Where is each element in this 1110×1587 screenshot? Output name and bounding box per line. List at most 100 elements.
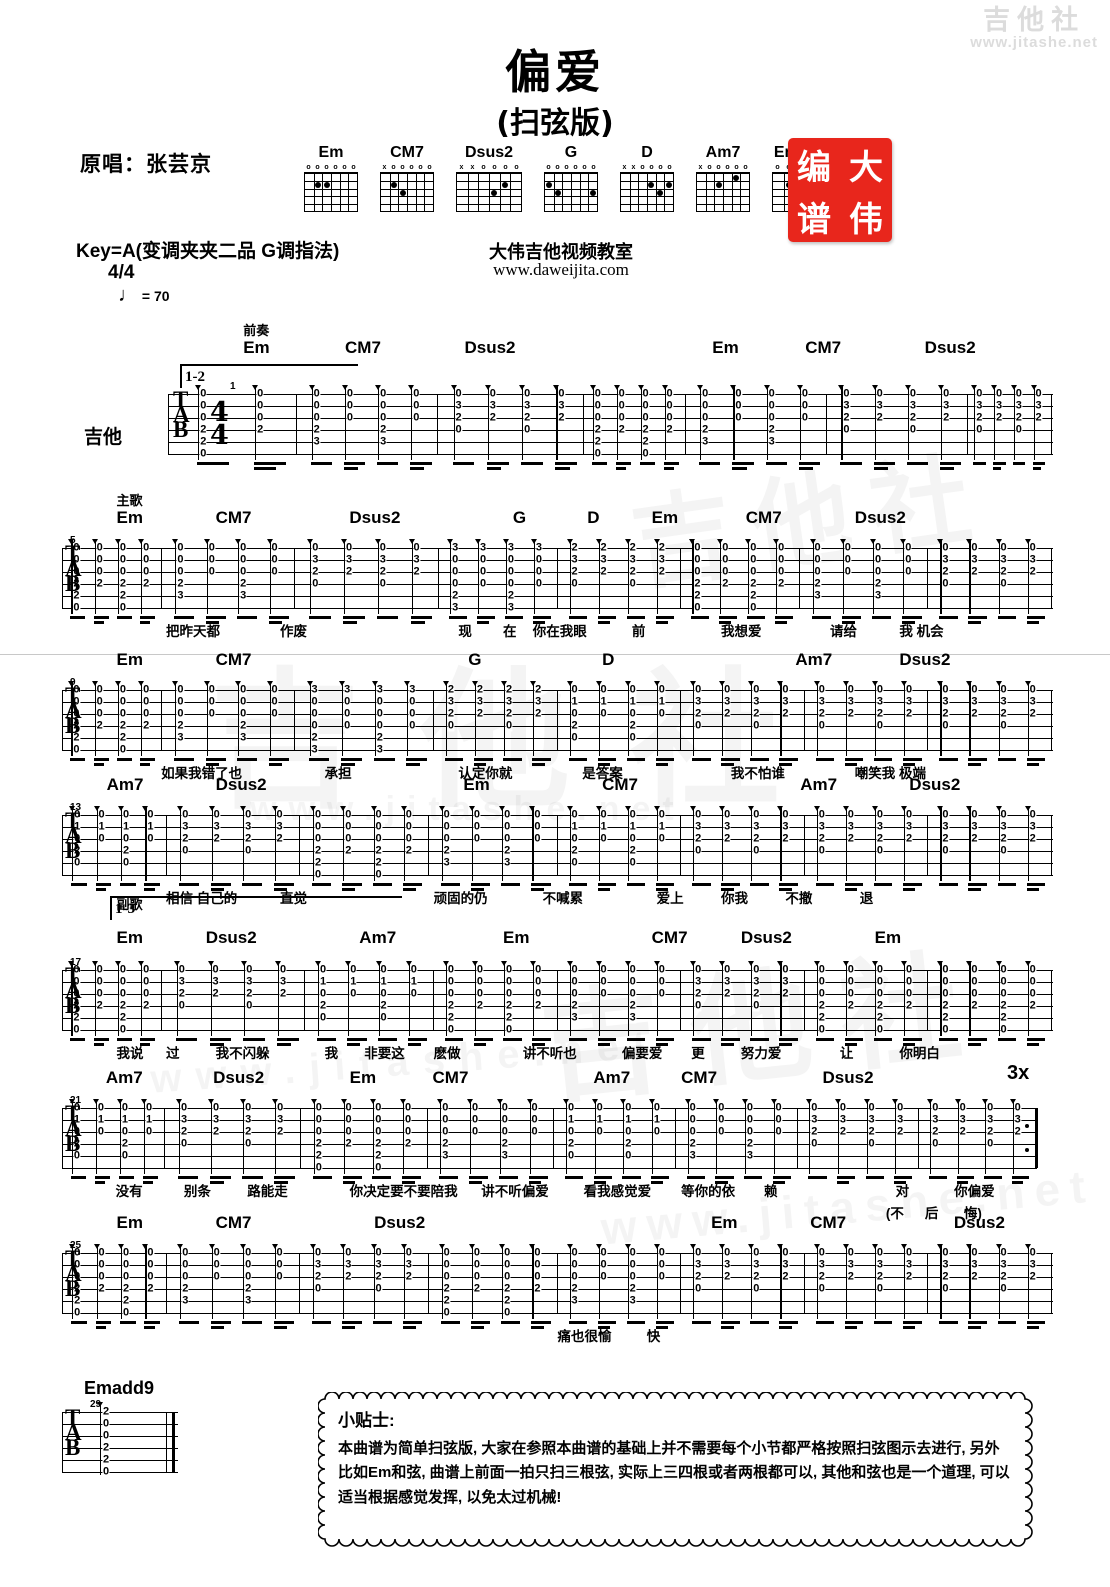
tab-number: 2 <box>570 719 579 732</box>
rhythm-beam <box>1011 1176 1030 1180</box>
rhythm-beam <box>968 758 988 762</box>
tab-number: 0 <box>405 820 413 833</box>
repeat-end-dots <box>1025 1108 1033 1168</box>
tab-number: 0 <box>97 1101 105 1114</box>
strum-down-arrow-icon <box>937 961 944 966</box>
tab-number: 0 <box>142 975 150 988</box>
tab-number: 2 <box>847 1270 855 1283</box>
tab-number: 3 <box>311 553 319 566</box>
tab-number: 2 <box>72 589 80 602</box>
lyric-text: 麽做 <box>433 1046 461 1061</box>
chord-label: Am7 <box>106 775 144 794</box>
rhythm-beam <box>498 1176 518 1180</box>
tab-number: 3 <box>931 1113 939 1126</box>
tab-number: 3 <box>909 399 917 412</box>
tab-number: 0 <box>213 1246 221 1259</box>
open-string-icon: o <box>481 164 486 171</box>
tab-number: 0 <box>570 731 579 744</box>
tab-number: 0 <box>618 411 626 424</box>
tab-number: 3 <box>180 1113 188 1126</box>
tab-number: 0 <box>501 1125 509 1138</box>
tab-number: 0 <box>379 577 387 590</box>
strum-stem <box>766 386 768 460</box>
tab-number: 3 <box>876 399 884 412</box>
strum-stem <box>180 807 182 881</box>
tab-number: 2 <box>72 719 80 732</box>
rhythm-beam <box>93 1038 109 1042</box>
tab-number: 0 <box>122 1270 130 1283</box>
seal-char-3: 谱 <box>797 199 831 240</box>
strum-stem <box>505 540 508 614</box>
strum-down-arrow-icon <box>690 961 697 966</box>
strum-down-arrow-icon <box>315 961 322 966</box>
tab-number: 3 <box>941 553 949 566</box>
chord-label: CM7 <box>745 508 782 527</box>
tab-number: 0 <box>72 963 80 976</box>
tab-number: 1 <box>570 820 579 833</box>
tab-number: 0 <box>176 565 184 578</box>
staff-line <box>62 548 1053 549</box>
strum-stem <box>175 682 177 756</box>
rhythm-beam-secondary <box>469 1181 482 1184</box>
strum-down-arrow-icon <box>624 961 631 966</box>
tab-number: 2 <box>847 707 855 720</box>
tab-number: 3 <box>701 435 709 448</box>
rhythm-beam-secondary <box>597 1326 610 1329</box>
chord-label: Dsus2 <box>205 928 257 947</box>
strum-down-arrow-icon <box>745 539 752 544</box>
tab-number: 0 <box>752 999 760 1012</box>
tab-number: 0 <box>868 1137 876 1150</box>
tab-number: 2 <box>642 423 650 436</box>
rhythm-beam <box>750 758 769 762</box>
open-string-icon: o <box>591 164 596 171</box>
strum-down-arrow-icon <box>138 681 145 686</box>
tab-number: 0 <box>73 1306 81 1319</box>
tab-number: 2 <box>905 707 913 720</box>
tab-number: 0 <box>276 1246 284 1259</box>
tab-number: 0 <box>375 868 383 881</box>
lyric-text: 如果我错了也 <box>161 766 243 781</box>
tab-number: 0 <box>98 1258 106 1271</box>
chord-label: Am7 <box>593 1068 631 1087</box>
tab-number: 2 <box>689 1137 697 1150</box>
fretboard-grid <box>620 172 674 212</box>
tab-number: 0 <box>119 963 127 976</box>
tab-number: 0 <box>1029 975 1037 988</box>
rhythm-beam <box>650 1176 670 1180</box>
tab-number: 2 <box>975 411 983 424</box>
tab-number: 0 <box>746 1125 754 1138</box>
fretboard-grid <box>456 172 522 212</box>
tab-number: 3 <box>176 731 184 744</box>
tab-number: 3 <box>986 1113 994 1126</box>
strum-stem <box>373 1245 375 1319</box>
lyric-text: 爱上 <box>656 891 684 906</box>
tab-number: 2 <box>629 999 637 1012</box>
chord-label: Dsus2 <box>899 650 951 669</box>
chord-label: G <box>512 508 527 527</box>
strum-down-arrow-icon <box>927 1099 934 1104</box>
rhythm-beam <box>342 1321 362 1325</box>
tab-number: 0 <box>405 808 413 821</box>
rhythm-beam-secondary <box>597 1043 610 1046</box>
strum-down-arrow-icon <box>595 961 602 966</box>
tab-number: 2 <box>746 1137 754 1150</box>
strum-stem <box>627 1245 629 1319</box>
barline <box>300 1108 302 1168</box>
measure-number: 1 <box>230 381 236 392</box>
open-string-icon: o <box>734 164 739 171</box>
tab-number: 0 <box>256 387 264 400</box>
barline <box>556 548 558 608</box>
strum-stem <box>693 682 695 756</box>
tab-number: 0 <box>505 719 513 732</box>
rhythm-beam <box>597 1038 617 1042</box>
muted-string-icon: x <box>459 164 464 171</box>
tab-number: 2 <box>970 832 979 845</box>
tab-number: 2 <box>212 1125 220 1138</box>
rhythm-beam <box>317 1038 337 1042</box>
tab-number: 0 <box>345 1125 353 1138</box>
tab-number: 2 <box>905 832 913 845</box>
rhythm-beam-secondary <box>615 467 626 470</box>
strum-down-arrow-icon <box>777 961 784 966</box>
tab-number: 0 <box>142 565 150 578</box>
